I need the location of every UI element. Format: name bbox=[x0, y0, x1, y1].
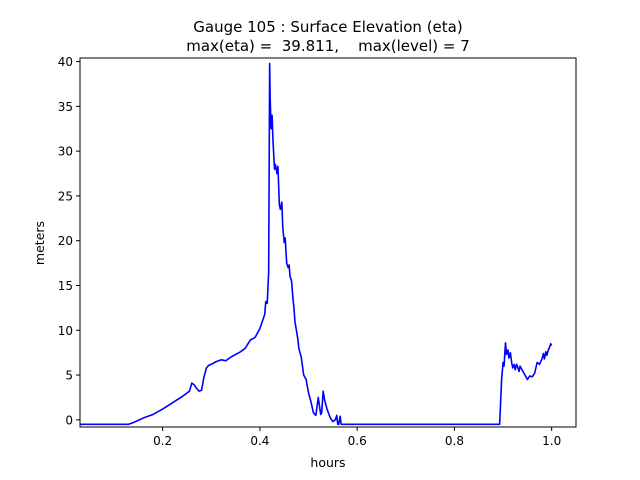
plot-frame bbox=[79, 57, 577, 428]
y-tick-label: 10 bbox=[58, 324, 73, 338]
y-tick-label: 35 bbox=[58, 100, 73, 114]
y-tick-label: 15 bbox=[58, 279, 73, 293]
y-tick-label: 40 bbox=[58, 55, 73, 69]
series-group bbox=[80, 62, 553, 426]
y-tick-label: 25 bbox=[58, 189, 73, 203]
chart-subtitle: max(eta) = 39.811, max(level) = 7 bbox=[186, 37, 470, 55]
x-tick-label: 0.8 bbox=[445, 434, 464, 448]
x-tick-label: 0.4 bbox=[250, 434, 269, 448]
series-line-eta bbox=[80, 62, 553, 426]
y-axis-label: meters bbox=[32, 221, 47, 265]
tick-group: 0.2 0.4 0.6 0.8 1.0 0 5 10 15 20 25 30 35 40 bbox=[58, 55, 562, 448]
chart-title: Gauge 105 : Surface Elevation (eta) bbox=[193, 18, 462, 36]
x-axis-label: hours bbox=[310, 455, 345, 470]
x-tick-label: 1.0 bbox=[542, 434, 561, 448]
y-tick-label: 5 bbox=[65, 369, 73, 383]
x-tick-label: 0.2 bbox=[153, 434, 172, 448]
y-tick-label: 0 bbox=[65, 413, 73, 427]
y-tick-label: 30 bbox=[58, 145, 73, 159]
x-tick-label: 0.6 bbox=[348, 434, 367, 448]
y-tick-label: 20 bbox=[58, 234, 73, 248]
